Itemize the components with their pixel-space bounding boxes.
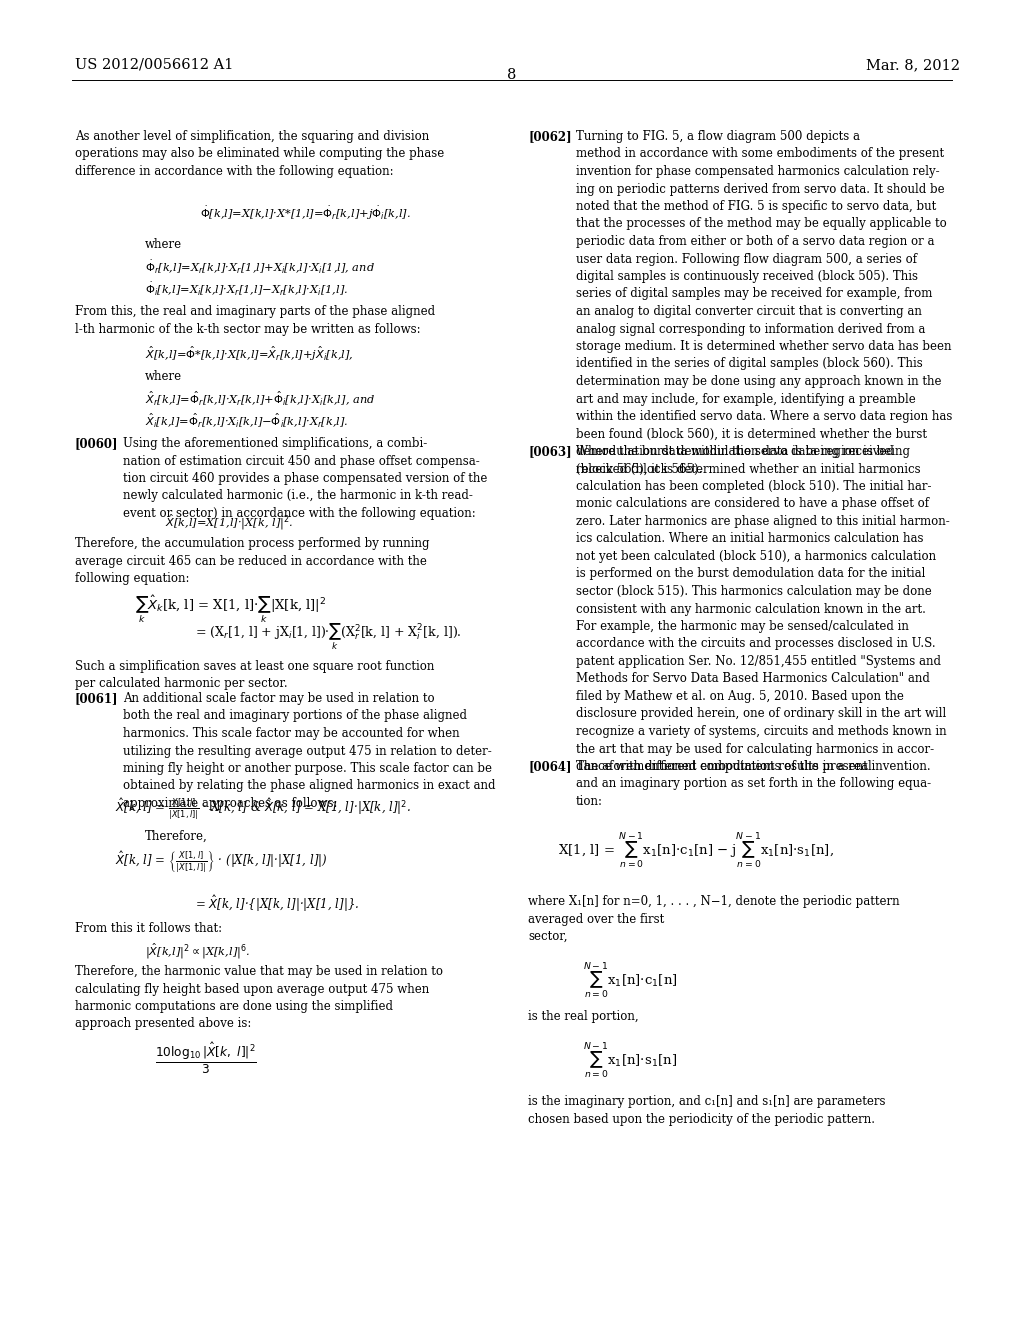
Text: $\hat{X}$[k, l] = $\left\{\frac{X[1, l]}{|X[1, l]|}\right\}$ · (|X[k, l]|·|X[1, : $\hat{X}$[k, l] = $\left\{\frac{X[1, l]}… [115, 850, 328, 875]
Text: The aforementioned computation results in a real
and an imaginary portion as set: The aforementioned computation results i… [575, 760, 931, 808]
Text: = $\hat{X}$[k, l]·{|X[k, l]|·|X[1, l]|}.: = $\hat{X}$[k, l]·{|X[k, l]|·|X[1, l]|}. [195, 894, 359, 913]
Text: X[1, l] = $\sum_{n=0}^{N-1}$x$_1$[n]·c$_1$[n] $-$ j$\sum_{n=0}^{N-1}$x$_1$[n]·s$: X[1, l] = $\sum_{n=0}^{N-1}$x$_1$[n]·c$_… [558, 830, 834, 870]
Text: Such a simplification saves at least one square root function
per calculated har: Such a simplification saves at least one… [75, 660, 434, 690]
Text: where: where [145, 370, 182, 383]
Text: [0061]: [0061] [75, 692, 119, 705]
Text: Turning to FIG. 5, a flow diagram 500 depicts a
method in accordance with some e: Turning to FIG. 5, a flow diagram 500 de… [575, 129, 952, 475]
Text: Therefore, the harmonic value that may be used in relation to
calculating fly he: Therefore, the harmonic value that may b… [75, 965, 443, 1031]
Text: $\dot{\Phi}$[k,l]=X[k,l]·X*[1,l]=$\dot{\Phi}_r$[k,l]+j$\dot{\Phi}_i$[k,l].: $\dot{\Phi}$[k,l]=X[k,l]·X*[1,l]=$\dot{\… [200, 205, 411, 222]
Text: $\sum_k \hat{X}_k$[k, l] = X[1, l]·$\sum_k$|X[k, l]|$^2$: $\sum_k \hat{X}_k$[k, l] = X[1, l]·$\sum… [135, 593, 327, 624]
Text: $\hat{X}$[k, l] = $\frac{X[1, l]}{|X[1, l]|}$ · X[k, l] & $\hat{X}$[k, l] = X[1,: $\hat{X}$[k, l] = $\frac{X[1, l]}{|X[1, … [115, 797, 412, 822]
Text: $\hat{X}_i$[k,l]=$\hat{\Phi}_r$[k,l]·X$_i$[k,l]$-\hat{\Phi}_i$[k,l]·X$_r$[k,l].: $\hat{X}_i$[k,l]=$\hat{\Phi}_r$[k,l]·X$_… [145, 412, 348, 430]
Text: where: where [145, 238, 182, 251]
Text: From this it follows that:: From this it follows that: [75, 921, 222, 935]
Text: From this, the real and imaginary parts of the phase aligned
l-th harmonic of th: From this, the real and imaginary parts … [75, 305, 435, 335]
Text: As another level of simplification, the squaring and division
operations may als: As another level of simplification, the … [75, 129, 444, 178]
Text: is the imaginary portion, and c₁[n] and s₁[n] are parameters
chosen based upon t: is the imaginary portion, and c₁[n] and … [528, 1096, 886, 1126]
Text: $\sum_{n=0}^{N-1}$x$_1$[n]·s$_1$[n]: $\sum_{n=0}^{N-1}$x$_1$[n]·s$_1$[n] [583, 1040, 677, 1080]
Text: Mar. 8, 2012: Mar. 8, 2012 [866, 58, 961, 73]
Text: = (X$_r$[1, l] + jX$_i$[1, l])·$\sum_k$(X$_r^2$[k, l] + X$_i^2$[k, l]).: = (X$_r$[1, l] + jX$_i$[1, l])·$\sum_k$(… [195, 622, 462, 652]
Text: US 2012/0056612 A1: US 2012/0056612 A1 [75, 58, 233, 73]
Text: is the real portion,: is the real portion, [528, 1010, 639, 1023]
Text: [0063]: [0063] [528, 445, 571, 458]
Text: |$\hat{X}$[k,l]|$^2$$\propto$|X[k,l]|$^6$.: |$\hat{X}$[k,l]|$^2$$\propto$|X[k,l]|$^6… [145, 942, 251, 961]
Text: $\dot{\Phi}_i$[k,l]=X$_i$[k,l]·X$_r$[1,l]$-$X$_r$[k,l]·X$_i$[1,l].: $\dot{\Phi}_i$[k,l]=X$_i$[k,l]·X$_r$[1,l… [145, 280, 348, 297]
Text: 8: 8 [507, 69, 517, 82]
Text: $\hat{X}$[k,l]=X[1,l]·|X[k, l]|$^2$.: $\hat{X}$[k,l]=X[1,l]·|X[k, l]|$^2$. [165, 513, 294, 532]
Text: Therefore,: Therefore, [145, 830, 208, 843]
Text: Where the burst demodulation data is being received
(block 565), it is determine: Where the burst demodulation data is bei… [575, 445, 949, 774]
Text: $\hat{X}_r$[k,l]=$\hat{\Phi}_r$[k,l]·X$_r$[k,l]+$\hat{\Phi}_i$[k,l]·X$_i$[k,l], : $\hat{X}_r$[k,l]=$\hat{\Phi}_r$[k,l]·X$_… [145, 389, 375, 408]
Text: [0062]: [0062] [528, 129, 571, 143]
Text: $\dot{\Phi}_r$[k,l]=X$_r$[k,l]·X$_r$[1,l]+X$_i$[k,l]·X$_i$[1,l], and: $\dot{\Phi}_r$[k,l]=X$_r$[k,l]·X$_r$[1,l… [145, 257, 375, 275]
Text: Using the aforementioned simplifications, a combi-
nation of estimation circuit : Using the aforementioned simplifications… [123, 437, 487, 520]
Text: $\frac{10\log_{10}|\hat{X}[k,\ l]|^2}{3}$: $\frac{10\log_{10}|\hat{X}[k,\ l]|^2}{3}… [155, 1040, 257, 1076]
Text: $\sum_{n=0}^{N-1}$x$_1$[n]·c$_1$[n]: $\sum_{n=0}^{N-1}$x$_1$[n]·c$_1$[n] [583, 960, 678, 1001]
Text: [0060]: [0060] [75, 437, 119, 450]
Text: $\hat{X}$[k,l]=$\hat{\Phi}$*[k,l]·X[k,l]=$\hat{X}_r$[k,l]+j$\hat{X}_i$[k,l],: $\hat{X}$[k,l]=$\hat{\Phi}$*[k,l]·X[k,l]… [145, 345, 353, 363]
Text: An additional scale factor may be used in relation to
both the real and imaginar: An additional scale factor may be used i… [123, 692, 496, 810]
Text: Therefore, the accumulation process performed by running
average circuit 465 can: Therefore, the accumulation process perf… [75, 537, 429, 585]
Text: where X₁[n] for n=0, 1, . . . , N−1, denote the periodic pattern
averaged over t: where X₁[n] for n=0, 1, . . . , N−1, den… [528, 895, 900, 942]
Text: [0064]: [0064] [528, 760, 571, 774]
